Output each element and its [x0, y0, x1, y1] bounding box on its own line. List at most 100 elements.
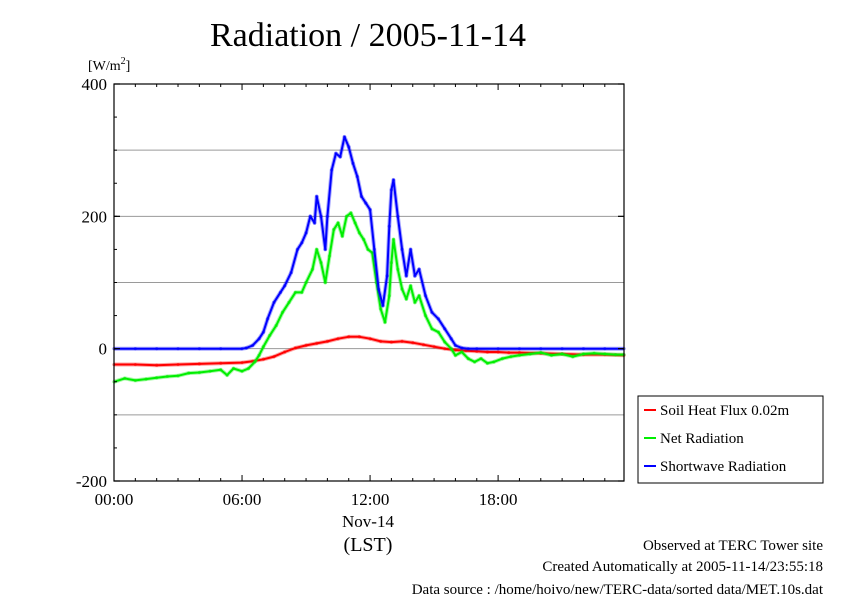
data-point	[383, 320, 387, 324]
data-point	[355, 175, 359, 179]
data-point	[315, 247, 319, 252]
data-point	[560, 347, 564, 351]
data-point	[197, 362, 201, 366]
data-point	[466, 356, 470, 361]
data-point	[364, 201, 368, 205]
data-point	[509, 355, 513, 359]
data-point	[473, 360, 477, 364]
data-point	[507, 351, 511, 355]
data-point	[368, 337, 372, 341]
data-point	[155, 347, 159, 351]
legend: Soil Heat Flux 0.02m Net Radiation Shortwa…	[637, 395, 824, 484]
data-point	[283, 350, 287, 354]
data-point	[581, 347, 586, 351]
data-point	[266, 317, 270, 321]
data-point	[492, 360, 496, 364]
data-point	[272, 355, 276, 359]
footer-created: Created Automatically at 2005-11-14/23:5…	[542, 559, 823, 575]
data-point	[453, 343, 458, 347]
y-tick-label: 0	[99, 340, 108, 359]
data-point	[603, 352, 607, 356]
data-point	[240, 369, 244, 373]
data-point	[304, 231, 308, 235]
data-point	[389, 261, 394, 265]
data-point	[219, 361, 223, 365]
data-point	[370, 251, 374, 255]
data-point	[581, 352, 586, 356]
data-point	[443, 340, 447, 344]
data-point	[253, 360, 257, 364]
data-point	[325, 214, 329, 218]
data-point	[319, 214, 323, 218]
data-point	[187, 371, 191, 375]
data-point	[571, 355, 575, 359]
x-axis-label: (LST)	[344, 534, 393, 556]
series-halo	[114, 334, 625, 368]
data-point	[257, 353, 261, 357]
data-point	[287, 300, 291, 304]
data-point	[315, 194, 319, 199]
y-tick-label: 400	[82, 75, 108, 94]
data-point	[133, 347, 137, 351]
date-label: Nov-14	[342, 512, 394, 531]
data-point	[176, 347, 180, 351]
data-point	[272, 300, 276, 304]
data-point	[372, 247, 376, 252]
data-point	[304, 280, 308, 285]
data-point	[325, 339, 329, 343]
y-tick-label: -200	[76, 472, 107, 491]
x-tick-label: 06:00	[223, 490, 262, 509]
data-point	[323, 280, 327, 285]
data-point	[219, 347, 223, 351]
data-point	[197, 347, 201, 351]
data-point	[244, 346, 248, 350]
x-tick-label: 12:00	[351, 490, 390, 509]
data-point	[280, 310, 285, 314]
data-point	[449, 337, 453, 341]
data-point	[176, 374, 180, 378]
data-point	[308, 214, 312, 218]
data-point	[359, 194, 364, 199]
data-point	[144, 377, 148, 381]
data-point	[417, 294, 421, 298]
data-point	[357, 231, 361, 235]
data-point	[353, 221, 357, 225]
data-point	[342, 135, 347, 139]
data-point	[338, 155, 342, 159]
data-point	[278, 290, 283, 295]
data-point	[261, 357, 265, 361]
data-point	[379, 339, 383, 343]
data-point	[368, 208, 372, 212]
data-point	[319, 261, 323, 265]
data-point	[334, 151, 338, 156]
data-point	[496, 350, 500, 354]
data-point	[379, 307, 383, 311]
data-point	[293, 346, 297, 350]
data-point	[485, 350, 490, 354]
data-point	[436, 330, 440, 334]
data-point	[430, 310, 434, 314]
x-tick-label: 18:00	[479, 490, 518, 509]
data-point	[500, 356, 504, 361]
data-point	[423, 294, 428, 298]
data-point	[391, 237, 396, 242]
x-tick-labels: 00:00 06:00 12:00 18:00	[95, 490, 518, 509]
data-point	[449, 347, 453, 351]
data-point	[257, 337, 261, 341]
data-point	[133, 362, 137, 367]
data-point	[539, 351, 543, 355]
axis-ticks	[113, 83, 624, 482]
data-point	[123, 376, 127, 381]
data-point	[517, 347, 522, 351]
data-point	[344, 214, 349, 218]
series-layer	[112, 134, 626, 384]
data-point	[413, 300, 417, 304]
chart-title: Radiation / 2005-11-14	[210, 17, 526, 54]
data-point	[310, 267, 315, 271]
data-point	[430, 327, 434, 331]
data-point	[409, 284, 413, 288]
legend-label: Shortwave Radiation	[660, 459, 787, 475]
data-point	[133, 378, 137, 383]
data-point	[155, 376, 159, 380]
data-point	[417, 267, 421, 271]
